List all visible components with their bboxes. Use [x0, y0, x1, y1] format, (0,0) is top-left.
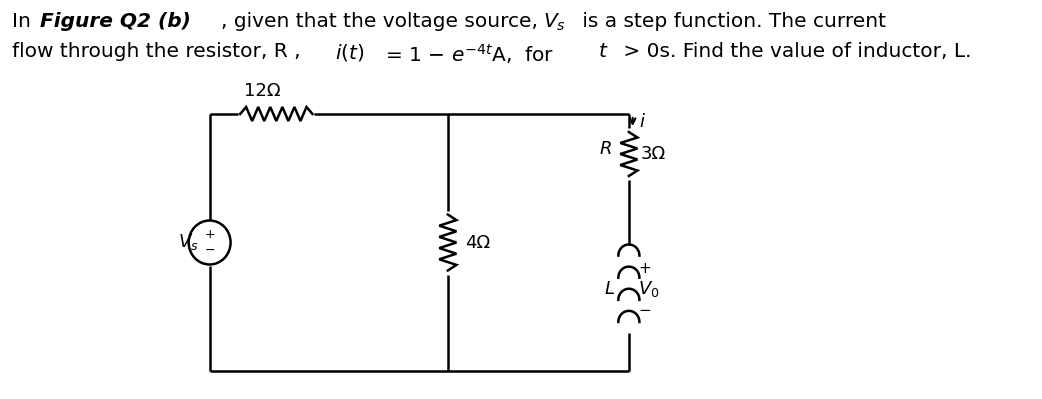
Text: In: In	[13, 12, 38, 31]
Text: is a step function. The current: is a step function. The current	[576, 12, 887, 31]
Text: $t$: $t$	[598, 42, 609, 61]
Text: $i(t)$: $i(t)$	[336, 42, 365, 63]
Text: $V_0$: $V_0$	[639, 279, 660, 299]
Text: 3Ω: 3Ω	[640, 145, 666, 163]
Text: 4Ω: 4Ω	[465, 233, 490, 251]
Text: L: L	[604, 280, 615, 298]
Text: +: +	[204, 228, 215, 241]
Text: $i$: $i$	[640, 113, 646, 131]
Text: Figure Q2 (b): Figure Q2 (b)	[40, 12, 191, 31]
Text: 12Ω: 12Ω	[244, 82, 280, 100]
Text: R: R	[599, 140, 612, 158]
Text: = 1 $-$ $e^{-4t}$A,  for: = 1 $-$ $e^{-4t}$A, for	[379, 42, 554, 66]
Text: > 0s. Find the value of inductor, L.: > 0s. Find the value of inductor, L.	[618, 42, 972, 61]
Text: , given that the voltage source,: , given that the voltage source,	[221, 12, 544, 31]
Text: +: +	[639, 261, 651, 276]
Text: $V_s$: $V_s$	[177, 233, 198, 253]
Text: −: −	[204, 244, 215, 257]
Text: −: −	[639, 303, 651, 318]
Text: $V_s$: $V_s$	[543, 12, 566, 33]
Text: flow through the resistor, R ,: flow through the resistor, R ,	[13, 42, 307, 61]
